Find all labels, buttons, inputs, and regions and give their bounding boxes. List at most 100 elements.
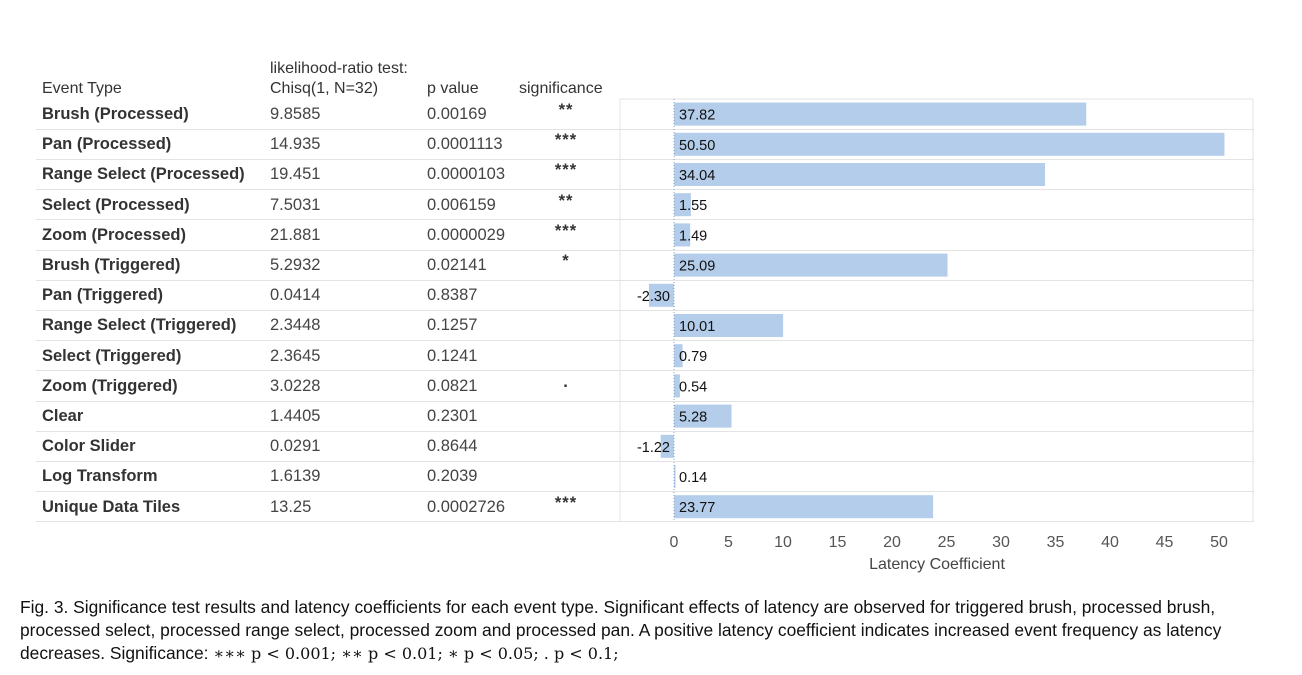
bar <box>674 314 784 337</box>
bar <box>648 283 674 307</box>
event-type-cell: Zoom (Processed) <box>42 225 186 244</box>
p-value-cell: 0.8387 <box>427 286 478 305</box>
significance-cell: *** <box>554 161 578 180</box>
x-tick-label: 45 <box>1156 534 1174 551</box>
figure: Event Type likelihood-ratio test: Chisq(… <box>36 60 1254 573</box>
bar-data-label: 25.09 <box>679 259 715 275</box>
x-tick-label: 5 <box>724 534 733 551</box>
row-divider <box>36 370 1254 372</box>
bar-data-label: 1.55 <box>679 198 707 214</box>
p-value-cell: 0.1257 <box>427 316 478 335</box>
bar <box>674 374 680 398</box>
bar <box>674 132 1225 156</box>
chisq-cell: 21.881 <box>270 225 321 244</box>
header-significance: significance <box>519 80 603 97</box>
row-divider <box>36 430 1254 432</box>
p-value-cell: 0.0001113 <box>427 135 503 154</box>
event-type-cell: Range Select (Triggered) <box>42 316 237 335</box>
p-value-cell: 0.0000029 <box>427 225 505 244</box>
row-divider <box>36 219 1254 221</box>
chisq-cell: 7.5031 <box>270 195 321 214</box>
significance-cell: *** <box>554 221 578 240</box>
row-divider <box>36 249 1254 251</box>
chisq-cell: 5.2932 <box>270 256 321 274</box>
chisq-cell: 0.0414 <box>270 286 321 305</box>
bar <box>674 193 691 217</box>
significance-cell: * <box>562 252 570 270</box>
bar <box>674 223 691 247</box>
significance-cell: *** <box>554 131 578 150</box>
x-tick-label: 0 <box>670 534 679 551</box>
x-tick-label: 15 <box>829 534 847 551</box>
bar <box>674 495 934 519</box>
row-divider <box>36 400 1254 402</box>
event-type-cell: Pan (Triggered) <box>42 286 164 305</box>
caption-significance-key: ∗∗∗ p < 0.001; ∗∗ p < 0.01; ∗ p < 0.05; … <box>213 644 619 663</box>
bar-data-label: 1.49 <box>679 228 707 244</box>
bar-data-label: 23.77 <box>679 500 715 516</box>
chisq-cell: 2.3448 <box>270 316 321 335</box>
chisq-cell: 14.935 <box>270 135 321 154</box>
event-type-cell: Range Select (Processed) <box>42 165 245 184</box>
event-type-cell: Brush (Processed) <box>42 105 189 123</box>
row-divider <box>36 189 1254 191</box>
header-p-value: p value <box>427 80 479 97</box>
chisq-cell: 9.8585 <box>270 105 321 123</box>
event-type-cell: Select (Triggered) <box>42 346 182 365</box>
header-event-type: Event Type <box>42 80 122 97</box>
p-value-cell: 0.0000103 <box>427 165 505 184</box>
event-type-cell: Zoom (Triggered) <box>42 376 178 395</box>
row-divider <box>36 279 1254 281</box>
x-tick-label: 20 <box>883 534 901 551</box>
chisq-cell: 1.6139 <box>270 467 321 486</box>
bar-data-label: 0.54 <box>679 379 707 395</box>
p-value-cell: 0.1241 <box>427 346 478 365</box>
caption-text: Fig. 3. Significance test results and la… <box>20 597 1222 663</box>
p-value-cell: 0.2301 <box>427 407 478 425</box>
bar-data-label: 37.82 <box>679 108 715 124</box>
chisq-cell: 13.25 <box>270 497 312 516</box>
bar-data-label: -2.30 <box>637 289 670 305</box>
chisq-cell: 0.0291 <box>270 437 321 456</box>
event-type-cell: Color Slider <box>42 437 136 456</box>
x-tick-label: 35 <box>1047 534 1065 551</box>
x-tick-label: 25 <box>938 534 956 551</box>
bar-data-label: 50.50 <box>679 138 715 154</box>
row-divider <box>36 128 1254 130</box>
bar <box>674 344 683 368</box>
p-value-cell: 0.2039 <box>427 467 478 486</box>
significance-cell: *** <box>554 493 578 512</box>
bar-data-label: 0.14 <box>679 470 707 486</box>
chisq-cell: 19.451 <box>270 165 321 184</box>
p-value-cell: 0.0002726 <box>427 497 505 516</box>
bar-data-label: 0.79 <box>679 349 707 365</box>
x-tick-label: 50 <box>1210 534 1228 551</box>
x-tick-label: 40 <box>1101 534 1119 551</box>
row-divider <box>36 309 1254 311</box>
x-tick-label: 10 <box>774 534 792 551</box>
header-test-line1: likelihood-ratio test: <box>270 60 408 77</box>
row-divider <box>36 460 1254 462</box>
bar-data-label: 34.04 <box>679 168 715 184</box>
bar-data-label: 10.01 <box>679 319 715 335</box>
x-tick-label: 30 <box>992 534 1010 551</box>
bar <box>674 102 1087 126</box>
bar-data-label: -1.22 <box>637 440 670 456</box>
event-type-cell: Brush (Triggered) <box>42 256 181 274</box>
bar <box>674 163 1046 186</box>
event-type-cell: Pan (Processed) <box>42 135 172 154</box>
row-divider <box>36 521 1254 523</box>
event-type-cell: Clear <box>42 407 84 425</box>
bar <box>660 434 674 458</box>
row-divider <box>36 158 1254 160</box>
p-value-cell: 0.8644 <box>427 437 478 456</box>
chisq-cell: 2.3645 <box>270 346 321 365</box>
p-value-cell: 0.00169 <box>427 105 487 123</box>
chisq-cell: 1.4405 <box>270 407 321 425</box>
bar <box>674 465 676 488</box>
p-value-cell: 0.02141 <box>427 256 487 274</box>
row-divider <box>36 491 1254 493</box>
header-test-line2: Chisq(1, N=32) <box>270 80 379 97</box>
bar-data-label: 5.28 <box>679 410 707 426</box>
p-value-cell: 0.006159 <box>427 195 496 214</box>
